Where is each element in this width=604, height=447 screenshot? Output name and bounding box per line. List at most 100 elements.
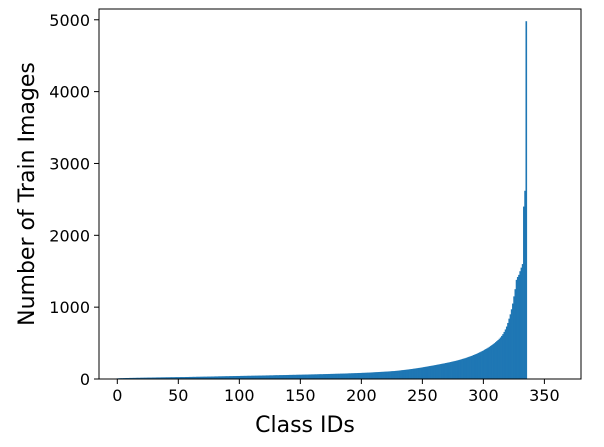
y-axis-ticks: 0 1000 2000 3000 4000 5000: [49, 11, 99, 389]
bar: [480, 351, 482, 379]
bar: [214, 376, 216, 379]
bar: [258, 375, 260, 379]
bar: [502, 334, 504, 379]
bar: [176, 377, 179, 379]
bar: [426, 366, 429, 379]
bar: [305, 374, 308, 379]
x-tick-label: 100: [224, 386, 255, 405]
bar: [271, 375, 274, 379]
bar: [164, 377, 166, 379]
bar: [493, 343, 496, 379]
bar: [364, 372, 367, 379]
bar: [361, 372, 364, 379]
bar: [507, 322, 509, 379]
bar: [488, 346, 491, 379]
bar: [346, 373, 348, 379]
bar: [283, 375, 286, 379]
bar: [183, 377, 186, 379]
bar: [300, 374, 303, 379]
bar: [465, 357, 468, 379]
bar: [270, 375, 273, 379]
bar: [402, 370, 404, 379]
bar: [458, 359, 460, 379]
bar: [326, 374, 329, 379]
bar: [227, 376, 230, 379]
bar: [336, 373, 338, 379]
bar: [320, 374, 323, 379]
bar: [189, 376, 192, 379]
bar: [451, 361, 453, 379]
bar: [299, 374, 302, 379]
bar: [177, 377, 180, 379]
bar: [226, 376, 229, 379]
bar: [494, 342, 497, 379]
bar: [233, 376, 236, 379]
bar: [261, 375, 264, 379]
bar: [427, 366, 430, 379]
bar: [209, 376, 212, 379]
bar: [222, 376, 225, 379]
bar: [145, 377, 148, 379]
bar: [381, 371, 384, 379]
bar: [396, 370, 398, 379]
bar: [335, 373, 337, 379]
bar: [241, 375, 243, 379]
bar: [443, 363, 446, 379]
bar: [125, 377, 127, 379]
bar: [286, 374, 288, 379]
bar: [413, 368, 415, 379]
x-tick-label: 0: [112, 386, 122, 405]
bar: [414, 368, 417, 379]
bar: [213, 376, 215, 379]
bar: [519, 271, 521, 379]
bar: [416, 368, 419, 379]
bar: [340, 373, 342, 379]
bar: [365, 372, 368, 379]
bar: [516, 276, 519, 379]
bar: [181, 377, 183, 379]
bar: [388, 371, 391, 379]
bar: [359, 372, 362, 379]
bar: [288, 374, 291, 379]
bar: [287, 374, 290, 379]
bar: [372, 372, 375, 379]
bar: [141, 377, 143, 379]
bar: [149, 377, 152, 379]
y-axis-label: Number of Train Images: [15, 62, 40, 326]
bar: [291, 374, 293, 379]
bar: [408, 369, 410, 379]
bar: [171, 377, 174, 379]
bar: [358, 372, 360, 379]
bar: [344, 373, 347, 379]
bar: [311, 374, 314, 379]
bar: [137, 377, 140, 379]
bar: [274, 375, 276, 379]
bar: [318, 374, 320, 379]
bar: [175, 377, 177, 379]
bar: [225, 376, 227, 379]
bar: [385, 371, 387, 379]
bar: [230, 376, 232, 379]
bar: [294, 374, 297, 379]
bar: [430, 365, 432, 379]
bar: [333, 373, 336, 379]
bar: [377, 372, 380, 379]
bar: [282, 375, 285, 379]
bar: [447, 362, 449, 379]
bar: [464, 358, 467, 379]
bar: [508, 318, 511, 379]
y-tick-label: 5000: [49, 11, 90, 30]
bar: [425, 366, 428, 379]
x-tick-label: 250: [407, 386, 438, 405]
bar: [216, 376, 219, 379]
bar: [469, 356, 471, 379]
bar: [224, 376, 226, 379]
bar: [498, 338, 501, 379]
bar: [483, 349, 486, 379]
bar: [525, 21, 528, 380]
bar: [350, 373, 353, 379]
bar: [418, 367, 420, 379]
bar: [143, 377, 146, 379]
bar: [159, 377, 162, 379]
bar: [490, 345, 492, 379]
